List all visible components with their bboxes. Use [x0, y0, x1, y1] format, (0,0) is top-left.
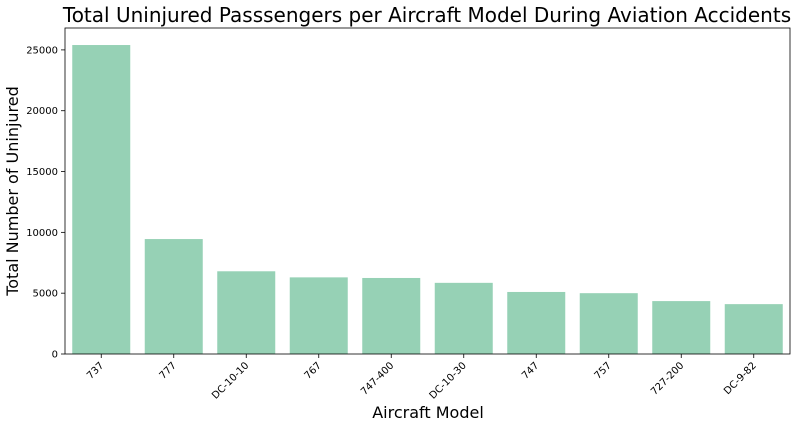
x-tick-label: 767: [303, 360, 324, 381]
bar-DC-9-82: [724, 304, 783, 354]
x-tick-label: 747: [520, 360, 541, 381]
chart-title: Total Uninjured Passsengers per Aircraft…: [62, 3, 791, 27]
y-tick-label: 25000: [26, 45, 58, 56]
bar-757: [579, 293, 638, 354]
y-tick-label: 20000: [26, 106, 58, 117]
bar-727-200: [652, 301, 711, 354]
x-tick-label: DC-10-10: [210, 360, 251, 401]
bar-777: [144, 239, 203, 354]
y-axis-label: Total Number of Uninjured: [3, 86, 22, 297]
y-tick-label: 10000: [26, 228, 58, 239]
bar-747: [507, 291, 566, 354]
bar-DC-10-10: [217, 271, 276, 354]
plot-area: 737 777 DC-10-10 767 747-400 DC-10-30 747 757 72…: [26, 27, 791, 402]
bar-737: [72, 45, 131, 354]
x-tick-label: DC-9-82: [722, 360, 759, 397]
x-tick-label: 757: [593, 360, 614, 381]
x-tick-label: DC-10-30: [428, 360, 469, 401]
x-tick-label: 777: [158, 360, 179, 381]
y-tick-label: 15000: [26, 167, 58, 178]
y-tick-label: 0: [52, 350, 58, 361]
y-tick-label: 5000: [33, 289, 58, 300]
x-tick-label: 747-400: [359, 360, 396, 397]
plot-frame: [64, 27, 791, 355]
bar-DC-10-30: [434, 282, 493, 354]
x-tick-label: 737: [85, 360, 106, 381]
bar-747-400: [362, 277, 421, 354]
x-tick-label: 727-200: [649, 360, 686, 397]
x-axis-label: Aircraft Model: [372, 403, 484, 422]
bar-767: [289, 277, 348, 354]
